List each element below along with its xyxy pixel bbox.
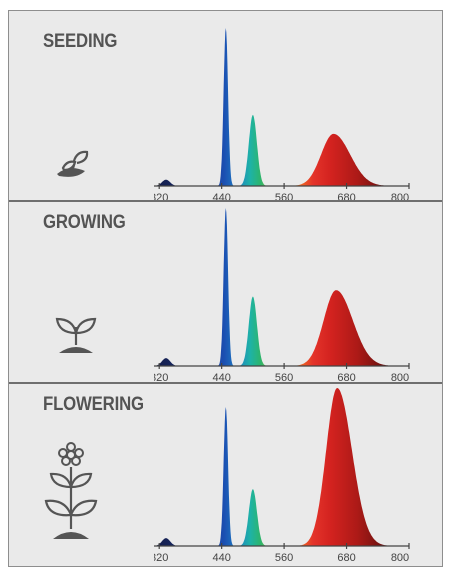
spectrum-chart-seeding: 320440560680800 xyxy=(154,28,410,204)
x-tick-label: 800 xyxy=(391,372,409,384)
spectrum-area xyxy=(154,388,409,546)
spectrum-chart-growing: 320 440 560 680 800 xyxy=(154,208,410,384)
flowering-plant-icon xyxy=(43,441,99,546)
section-divider xyxy=(9,200,442,202)
x-tick-label: 320 xyxy=(154,552,168,564)
section-title-flowering: FLOWERING xyxy=(43,393,144,415)
spectrum-area xyxy=(154,28,409,186)
x-tick-label: 680 xyxy=(337,552,355,564)
x-tick-label: 440 xyxy=(212,372,230,384)
x-tick-label: 680 xyxy=(337,372,355,384)
section-title-growing: GROWING xyxy=(43,211,126,233)
spectrum-area xyxy=(154,208,409,366)
young-plant-icon xyxy=(51,311,101,362)
spectrum-panel: SEEDING 320 440 560 680 800 GROWING 320 440 56… xyxy=(8,10,443,567)
x-tick-label: 560 xyxy=(275,552,293,564)
x-tick-label: 320 xyxy=(154,372,168,384)
x-tick-label: 560 xyxy=(275,372,293,384)
spectrum-chart-flowering: 320 440 560 680 800 xyxy=(154,388,410,564)
seedling-sprout-icon xyxy=(53,146,93,185)
section-divider xyxy=(9,382,442,384)
x-tick-label: 800 xyxy=(391,552,409,564)
section-title-seeding: SEEDING xyxy=(43,30,118,52)
x-tick-label: 440 xyxy=(212,552,230,564)
